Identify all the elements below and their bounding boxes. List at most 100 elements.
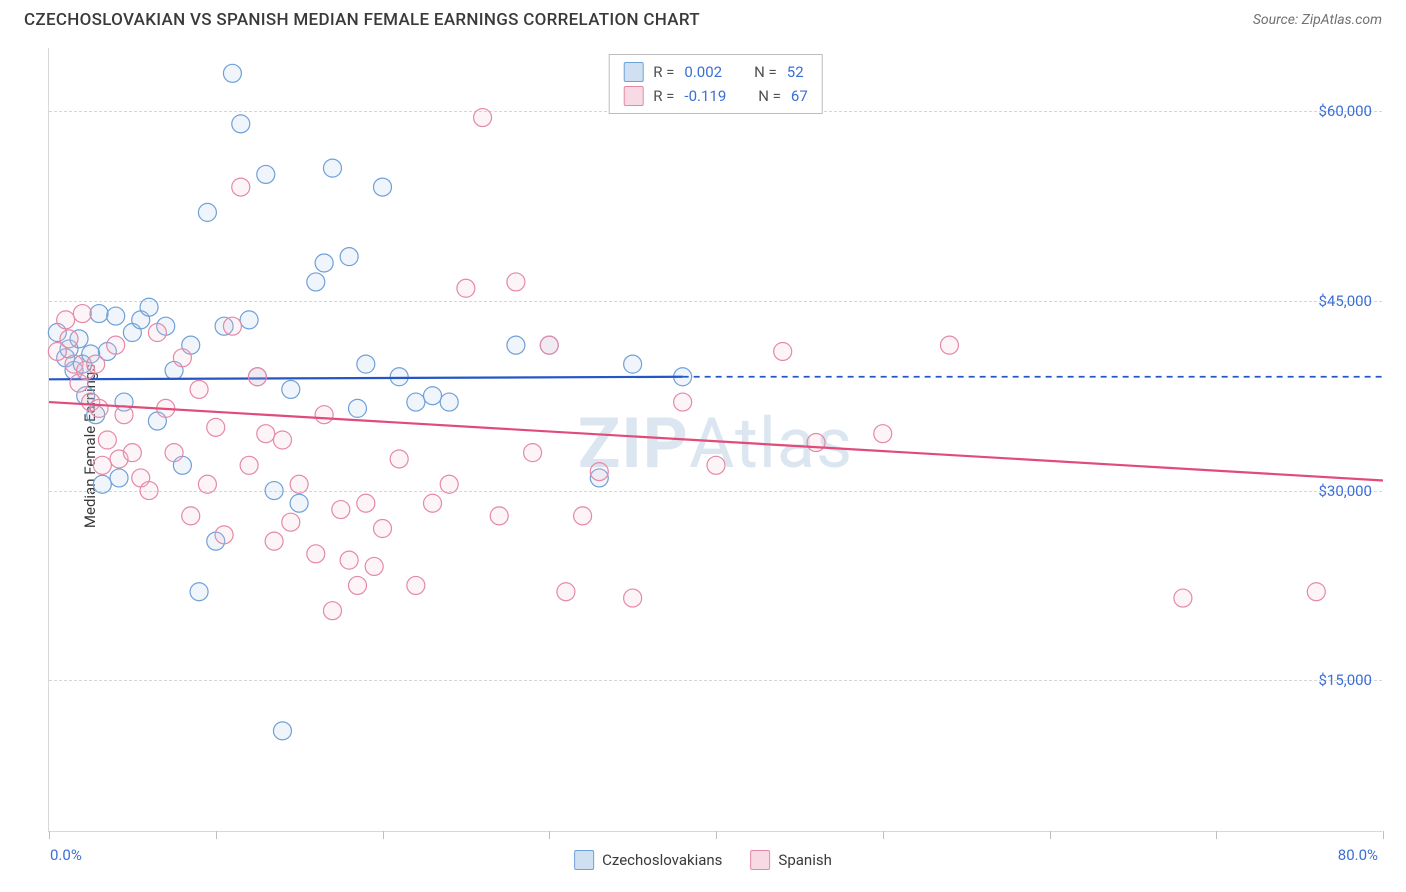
data-point [265, 532, 283, 550]
x-axis-max-label: 80.0% [1338, 846, 1378, 864]
legend-label: Spanish [778, 851, 831, 869]
data-point [323, 602, 341, 620]
data-point [182, 507, 200, 525]
data-point [215, 526, 233, 544]
data-point [165, 444, 183, 462]
data-point [110, 469, 128, 487]
legend-r-label: R = [653, 84, 674, 108]
data-point [1307, 583, 1325, 601]
data-point [490, 507, 508, 525]
data-point [107, 336, 125, 354]
data-point [87, 355, 105, 373]
legend-row: R = -0.119 N = 67 [623, 84, 808, 108]
chart-source: Source: ZipAtlas.com [1253, 12, 1382, 28]
data-point [257, 425, 275, 443]
data-point [73, 305, 91, 323]
data-point [265, 482, 283, 500]
correlation-legend: R = 0.002 N = 52R = -0.119 N = 67 [608, 54, 823, 114]
data-point [257, 165, 275, 183]
data-point [507, 273, 525, 291]
data-point [93, 456, 111, 474]
data-point [107, 307, 125, 325]
legend-r-label: R = [653, 60, 674, 84]
data-point [440, 475, 458, 493]
x-tick [383, 831, 384, 839]
data-point [315, 254, 333, 272]
data-point [348, 576, 366, 594]
data-point [90, 399, 108, 417]
data-point [390, 450, 408, 468]
data-point [198, 475, 216, 493]
legend-r-value: 0.002 [684, 60, 722, 84]
legend-n-value: 67 [791, 84, 808, 108]
scatter-svg [49, 48, 1382, 831]
data-point [440, 393, 458, 411]
data-point [707, 456, 725, 474]
legend-n-value: 52 [787, 60, 804, 84]
data-point [315, 406, 333, 424]
data-point [357, 355, 375, 373]
data-point [874, 425, 892, 443]
legend-r-value: -0.119 [684, 84, 726, 108]
x-tick [49, 831, 50, 839]
data-point [940, 336, 958, 354]
data-point [774, 342, 792, 360]
data-point [574, 507, 592, 525]
data-point [307, 545, 325, 563]
x-tick [549, 831, 550, 839]
data-point [190, 380, 208, 398]
data-point [390, 368, 408, 386]
data-point [424, 494, 442, 512]
chart-title: CZECHOSLOVAKIAN VS SPANISH MEDIAN FEMALE… [24, 10, 700, 30]
data-point [407, 576, 425, 594]
x-tick [1383, 831, 1384, 839]
data-point [248, 368, 266, 386]
x-tick [1050, 831, 1051, 839]
data-point [424, 387, 442, 405]
data-point [332, 501, 350, 519]
data-point [290, 475, 308, 493]
legend-swatch [574, 850, 594, 870]
data-point [98, 431, 116, 449]
series-legend: Czechoslovakians Spanish [574, 850, 832, 870]
data-point [115, 406, 133, 424]
data-point [507, 336, 525, 354]
data-point [407, 393, 425, 411]
data-point [1174, 589, 1192, 607]
chart-header: CZECHOSLOVAKIAN VS SPANISH MEDIAN FEMALE… [0, 0, 1406, 38]
data-point [93, 475, 111, 493]
x-tick [1216, 831, 1217, 839]
data-point [232, 115, 250, 133]
data-point [148, 324, 166, 342]
data-point [323, 159, 341, 177]
data-point [624, 355, 642, 373]
trend-line [49, 377, 683, 380]
legend-item: Czechoslovakians [574, 850, 722, 870]
data-point [340, 551, 358, 569]
data-point [140, 482, 158, 500]
data-point [232, 178, 250, 196]
legend-row: R =0.002N =52 [623, 60, 808, 84]
data-point [374, 520, 392, 538]
data-point [198, 203, 216, 221]
data-point [282, 380, 300, 398]
legend-n-label: N = [758, 84, 781, 108]
data-point [223, 317, 241, 335]
x-tick [216, 831, 217, 839]
legend-swatch [623, 62, 643, 82]
data-point [674, 393, 692, 411]
data-point [348, 399, 366, 417]
data-point [474, 109, 492, 127]
legend-swatch [750, 850, 770, 870]
data-point [207, 418, 225, 436]
x-tick [716, 831, 717, 839]
data-point [240, 311, 258, 329]
data-point [90, 305, 108, 323]
data-point [123, 444, 141, 462]
data-point [173, 349, 191, 367]
plot-area: ZIPAtlas $15,000$30,000$45,000$60,000 R … [48, 48, 1382, 832]
data-point [457, 279, 475, 297]
data-point [240, 456, 258, 474]
legend-swatch [623, 86, 643, 106]
data-point [57, 311, 75, 329]
